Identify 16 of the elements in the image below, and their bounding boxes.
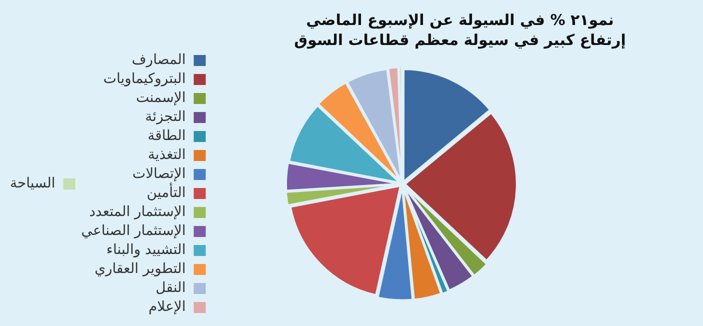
legend-label: التغذية bbox=[148, 147, 186, 164]
legend-label: المصارف bbox=[132, 52, 186, 68]
legend-label: الطاقة bbox=[148, 128, 186, 144]
legend-label: الإتصالات bbox=[132, 166, 186, 182]
legend-label: التأمين bbox=[146, 182, 186, 202]
legend-label: السياحة bbox=[10, 176, 56, 192]
legend-label: الإستثمار الصناعي bbox=[81, 223, 186, 240]
legend-label: البتروكيماويات bbox=[103, 71, 186, 88]
legend-label: النقل bbox=[156, 280, 186, 296]
legend-label: التشييد والبناء bbox=[106, 242, 186, 258]
legend-label: التطوير العقاري bbox=[94, 261, 186, 278]
legend-label: التجزئة bbox=[145, 109, 186, 126]
legend-label: الإسمنت bbox=[136, 90, 186, 106]
chart-title: نمو٢١ % في السيولة عن الإسبوع الماضي إرتفاع كبير في سيولة معظم قطاعات السوق bbox=[293, 10, 627, 50]
legend-label: الإعلام bbox=[148, 299, 186, 316]
legend-label: الإستثمار المتعدد bbox=[89, 204, 186, 220]
